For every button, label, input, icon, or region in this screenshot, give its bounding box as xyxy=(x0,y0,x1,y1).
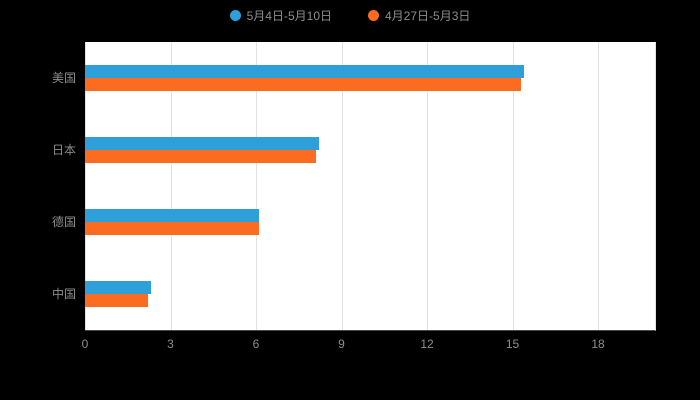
bar[interactable] xyxy=(85,150,316,163)
gridline xyxy=(598,42,599,330)
x-tick-label: 0 xyxy=(81,337,89,351)
bar[interactable] xyxy=(85,65,524,78)
bar[interactable] xyxy=(85,137,319,150)
x-tick-label: 12 xyxy=(420,337,434,351)
legend-marker-blue-icon xyxy=(229,10,241,21)
bar-rows xyxy=(85,42,655,330)
x-tick-label: 18 xyxy=(591,337,605,351)
bar-group xyxy=(85,137,655,163)
x-tick-label: 3 xyxy=(167,337,174,351)
legend-item-week2[interactable]: 5月4日-5月10日 xyxy=(229,7,332,24)
x-tick-label: 9 xyxy=(338,337,345,351)
y-axis-label: 中国 xyxy=(51,287,76,301)
bar-group xyxy=(85,209,655,235)
gridline xyxy=(427,42,428,330)
y-axis-label: 美国 xyxy=(51,71,76,85)
gridline xyxy=(341,42,343,330)
legend-item-week1[interactable]: 4月27日-5月3日 xyxy=(368,7,470,24)
bar-group xyxy=(85,281,655,307)
legend-label-week1: 4月27日-5月3日 xyxy=(385,9,471,23)
y-axis-labels: 美国 日本 德国 中国 xyxy=(0,42,76,330)
bar[interactable] xyxy=(85,222,259,235)
bar[interactable] xyxy=(85,281,151,294)
chart-legend: 5月4日-5月10日 4月27日-5月3日 xyxy=(0,7,700,24)
bar-group xyxy=(85,65,655,91)
y-axis-label: 德国 xyxy=(51,215,76,229)
gridline xyxy=(170,42,172,330)
x-tick-label: 6 xyxy=(252,337,260,351)
bar[interactable] xyxy=(85,78,522,91)
x-axis-labels: 0 3 6 9 12 15 18 xyxy=(81,337,655,353)
gridline xyxy=(85,42,86,330)
bar[interactable] xyxy=(85,209,259,222)
y-axis-label: 日本 xyxy=(51,143,76,157)
legend-marker-orange-icon xyxy=(368,10,379,21)
gridline xyxy=(256,42,257,330)
x-tick-label: 15 xyxy=(505,337,520,351)
bar[interactable] xyxy=(85,294,148,307)
plot-area xyxy=(85,42,656,331)
legend-label-week2: 5月4日-5月10日 xyxy=(246,9,332,23)
gridline xyxy=(512,42,514,330)
